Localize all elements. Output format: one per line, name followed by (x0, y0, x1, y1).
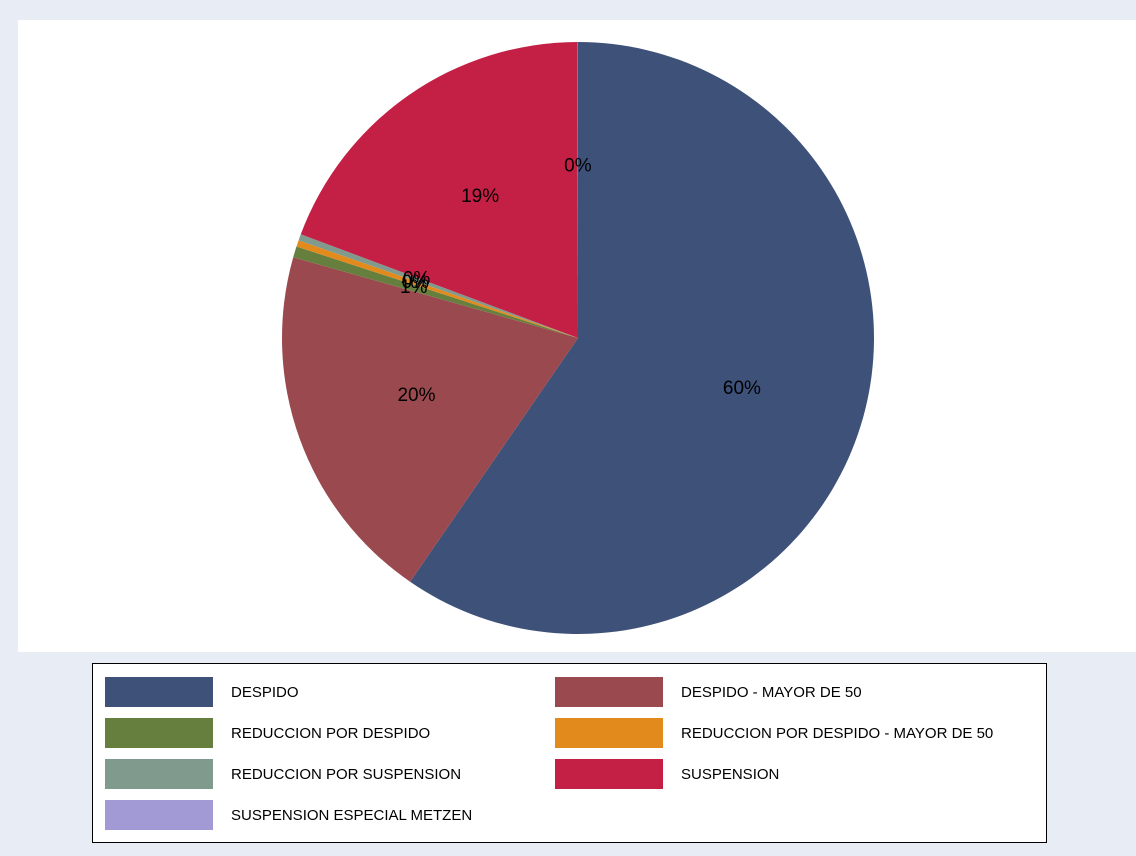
legend-label-3: REDUCCION POR DESPIDO - MAYOR DE 50 (681, 724, 994, 742)
legend-swatch-5 (555, 759, 663, 789)
legend-swatch-1 (555, 677, 663, 707)
pie-slice-3 (296, 240, 578, 338)
pie-slice-label-0: 60% (723, 378, 761, 399)
legend-label-4: REDUCCION POR SUSPENSION (231, 765, 462, 783)
legend-label-6: SUSPENSION ESPECIAL METZEN (231, 806, 473, 824)
pie-slice-0 (410, 42, 874, 635)
legend-swatch-4 (105, 759, 213, 789)
pie-slice-label-5: 19% (461, 186, 499, 207)
legend-swatch-6 (105, 800, 213, 830)
pie-slices (282, 41, 874, 635)
legend-swatch-0 (105, 677, 213, 707)
legend-swatch-3 (555, 718, 663, 748)
legend-item-6: SUSPENSION ESPECIAL METZEN (105, 800, 472, 830)
legend-swatch-2 (105, 718, 213, 748)
legend-item-3: REDUCCION POR DESPIDO - MAYOR DE 50 (555, 718, 993, 748)
pie-chart: 60%20%1%0%0%19%0% (282, 41, 874, 635)
legend-item-4: REDUCCION POR SUSPENSION (105, 759, 461, 789)
pie-slice-4 (298, 234, 578, 338)
pie-slice-2 (293, 246, 578, 338)
legend-item-1: DESPIDO - MAYOR DE 50 (555, 677, 862, 707)
legend-item-2: REDUCCION POR DESPIDO (105, 718, 430, 748)
pie-slice-label-4: 0% (403, 269, 431, 290)
legend-label-5: SUSPENSION (681, 765, 780, 783)
pie-slice-labels: 60%20%1%0%0%19%0% (397, 155, 761, 406)
legend: DESPIDO DESPIDO - MAYOR DE 50 REDUCCION PO… (92, 663, 1047, 843)
pie-slice-5 (300, 42, 578, 338)
legend-label-1: DESPIDO - MAYOR DE 50 (681, 683, 862, 701)
pie-slice-label-3: 0% (402, 272, 430, 293)
pie-slice-label-6: 0% (564, 155, 592, 176)
legend-label-0: DESPIDO (231, 683, 299, 701)
legend-label-2: REDUCCION POR DESPIDO (231, 724, 431, 742)
pie-slice-label-1: 20% (397, 385, 435, 406)
legend-item-5: SUSPENSION (555, 759, 779, 789)
legend-item-0: DESPIDO (105, 677, 299, 707)
pie-slice-label-2: 1% (400, 277, 428, 298)
pie-slice-1 (282, 257, 578, 582)
